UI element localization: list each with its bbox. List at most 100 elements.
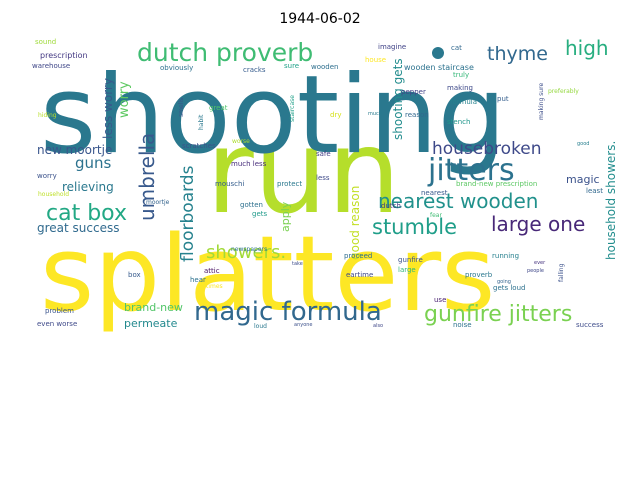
word-box: box bbox=[128, 271, 141, 279]
word-noise: noise bbox=[453, 321, 472, 329]
word-high: high bbox=[565, 36, 609, 60]
word-magic: magic bbox=[566, 173, 600, 186]
word-worry: worry bbox=[117, 81, 132, 118]
word-making: making bbox=[447, 84, 473, 92]
dot-mark bbox=[432, 47, 444, 59]
word-falling: falling bbox=[558, 263, 565, 282]
word-permeate: permeate bbox=[124, 317, 178, 330]
word-relieving: relieving bbox=[62, 180, 114, 194]
word-use: use bbox=[434, 296, 446, 304]
word-cracks: cracks bbox=[243, 66, 266, 74]
word-dutch-proverb: dutch proverb bbox=[137, 38, 313, 67]
figure-title: 1944-06-02 bbox=[279, 11, 361, 27]
word-take: take bbox=[292, 261, 303, 267]
word-prescription: prescription bbox=[40, 51, 88, 60]
word-eartime: eartime bbox=[346, 271, 373, 279]
word-gunfire: gunfire bbox=[398, 256, 423, 264]
word-dry: dry bbox=[330, 111, 341, 119]
word-loud: loud bbox=[254, 323, 267, 330]
word-large: large bbox=[398, 266, 416, 274]
word-least: least bbox=[586, 187, 603, 195]
word-problem: problem bbox=[45, 307, 74, 315]
word-fear: fear bbox=[430, 212, 442, 219]
word-nearest: nearest bbox=[421, 189, 448, 197]
word-nearest-wooden: nearest wooden bbox=[378, 189, 538, 213]
word-even-worse: even worse bbox=[37, 320, 77, 328]
word-running: running bbox=[492, 252, 519, 260]
word-stumble: stumble bbox=[372, 215, 457, 239]
word-truly: truly bbox=[453, 71, 469, 79]
word-run: run bbox=[206, 105, 401, 240]
word-proverb: proverb bbox=[465, 271, 493, 279]
word-anyone: anyone bbox=[294, 322, 313, 328]
word-wooden: wooden bbox=[311, 63, 338, 71]
word-also: also bbox=[373, 323, 383, 329]
word-much-less: much less bbox=[231, 160, 267, 168]
word-housebroken: housebroken bbox=[432, 139, 542, 159]
word-brand-new-prescription: brand-new prescription bbox=[456, 180, 537, 188]
word-worry-small: worry bbox=[37, 172, 57, 180]
word-less: less bbox=[316, 174, 330, 182]
word-staircase: staircase bbox=[289, 95, 296, 122]
word-good-reason: good reason bbox=[348, 186, 362, 260]
word-pepper: pepper bbox=[401, 88, 426, 96]
word-proceed: proceed bbox=[344, 252, 372, 260]
word-less-worry: less worry bbox=[101, 78, 115, 139]
word-cat-box: cat box bbox=[46, 201, 127, 226]
word-warehouse: warehouse bbox=[32, 62, 70, 70]
word-gunfire-jitters: gunfire jitters bbox=[424, 302, 572, 327]
word-large-one: large one bbox=[491, 212, 585, 236]
word-hiding: hiding bbox=[38, 112, 57, 119]
word-protect: protect bbox=[277, 180, 302, 188]
word-house: house bbox=[365, 56, 386, 64]
word-sure: sure bbox=[284, 62, 299, 70]
word-newspapers: newspapers bbox=[231, 246, 267, 253]
word-attic: attic bbox=[204, 267, 220, 275]
word-sound: sound bbox=[35, 38, 56, 46]
word-shooting-gets: shooting gets bbox=[391, 58, 405, 140]
word-floorboards: floorboards bbox=[178, 165, 198, 262]
word-mouschi: mouschi bbox=[215, 180, 244, 188]
word-brand-new: brand-new bbox=[124, 301, 183, 314]
word-guns: guns bbox=[75, 154, 112, 172]
word-jitters: jitters bbox=[427, 153, 515, 188]
word-gotten: gotten bbox=[240, 201, 263, 209]
word-gets-loud: gets loud bbox=[493, 284, 525, 292]
word-good: good bbox=[577, 141, 589, 147]
word-cat: cat bbox=[451, 44, 462, 52]
word-times: times bbox=[206, 283, 223, 290]
word-hear: hear bbox=[190, 276, 206, 284]
word-obviously: obviously bbox=[160, 64, 193, 72]
word-great-success: great success bbox=[37, 221, 119, 235]
word-safe: safe bbox=[316, 150, 331, 158]
word-reason: reason bbox=[405, 111, 429, 119]
word-umbrella: umbrella bbox=[135, 133, 159, 221]
word-gets: gets bbox=[252, 210, 267, 218]
word-preferably: preferably bbox=[548, 88, 579, 95]
word-great: great bbox=[209, 104, 228, 112]
word-household-showers: household showers. bbox=[604, 141, 618, 260]
word-magic-formula: magic formula bbox=[194, 297, 382, 327]
word-much: much bbox=[368, 111, 382, 117]
word-people: people bbox=[527, 268, 544, 274]
word-scratches: scratches bbox=[182, 142, 216, 150]
word-worse: worse bbox=[232, 138, 250, 145]
word-going: going bbox=[497, 279, 511, 285]
word-making-sure: making sure bbox=[538, 83, 545, 120]
word-wooden-staircase: wooden staircase bbox=[404, 63, 474, 72]
word-new-moortje: new moortje bbox=[37, 143, 112, 157]
word-moortje: moortje bbox=[146, 199, 170, 206]
word-ever: ever bbox=[534, 260, 546, 266]
word-household: household bbox=[38, 191, 69, 198]
word-smells: smells bbox=[178, 98, 185, 117]
word-thyme: thyme bbox=[487, 43, 548, 65]
word-stench: stench bbox=[447, 118, 470, 126]
word-showers: showers. bbox=[206, 242, 286, 263]
word-shooting: shooting bbox=[40, 53, 506, 178]
word-splatters: splatters bbox=[40, 213, 495, 335]
word-habit: habit bbox=[198, 114, 205, 130]
word-dutch: dutch bbox=[381, 202, 401, 210]
word-formula: formula bbox=[450, 98, 477, 106]
